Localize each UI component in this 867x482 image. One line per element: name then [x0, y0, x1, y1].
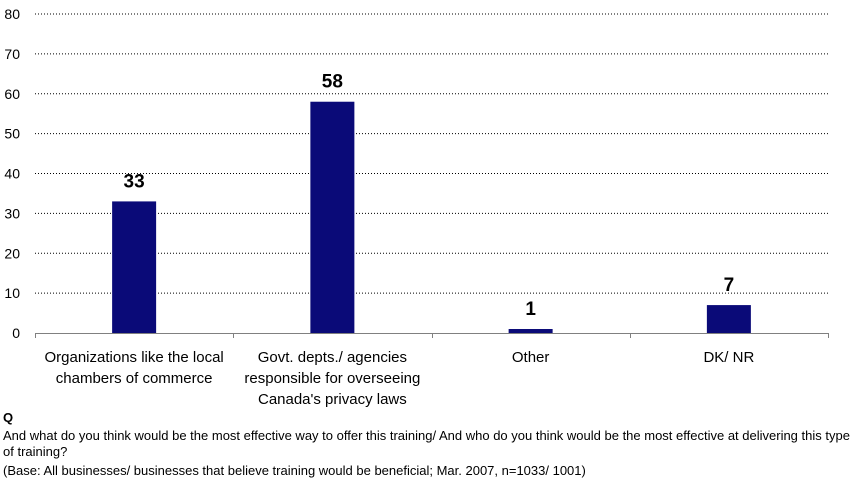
- question-text: And what do you think would be the most …: [3, 428, 850, 459]
- gridlines: [35, 13, 828, 294]
- y-tick-label: 70: [4, 46, 20, 62]
- y-tick-label: 20: [4, 245, 20, 261]
- value-label: 7: [724, 275, 735, 296]
- y-tick-label: 50: [4, 126, 20, 142]
- value-label: 33: [124, 171, 145, 192]
- value-labels: 33 58 1 7: [124, 72, 735, 320]
- bar: [112, 201, 157, 333]
- y-tick-label: 10: [4, 285, 20, 301]
- y-tick-label: 40: [4, 166, 20, 182]
- y-tick-label: 60: [4, 86, 20, 102]
- base-note: (Base: All businesses/ businesses that b…: [3, 463, 586, 478]
- bars: [112, 101, 751, 333]
- y-axis-ticks: 0 10 20 30 40 50 60 70 80: [4, 6, 20, 341]
- x-category-label: DK/ NR: [703, 349, 755, 366]
- bar: [508, 329, 553, 333]
- x-category-label: Organizations like the local chambers of…: [44, 349, 224, 387]
- y-tick-label: 0: [12, 325, 20, 341]
- x-category-label: Other: [511, 349, 550, 366]
- y-tick-label: 80: [4, 6, 20, 22]
- axes: [35, 333, 829, 338]
- question-label: Q: [3, 410, 14, 425]
- bar-chart: 0 10 20 30 40 50 60 70 80 33 58 1 7: [4, 6, 829, 341]
- bar: [310, 101, 355, 333]
- x-category-label: Govt. depts./ agencies responsible for o…: [244, 349, 421, 408]
- value-label: 1: [525, 299, 536, 320]
- value-label: 58: [322, 72, 343, 93]
- bar: [706, 305, 751, 333]
- y-tick-label: 30: [4, 205, 20, 221]
